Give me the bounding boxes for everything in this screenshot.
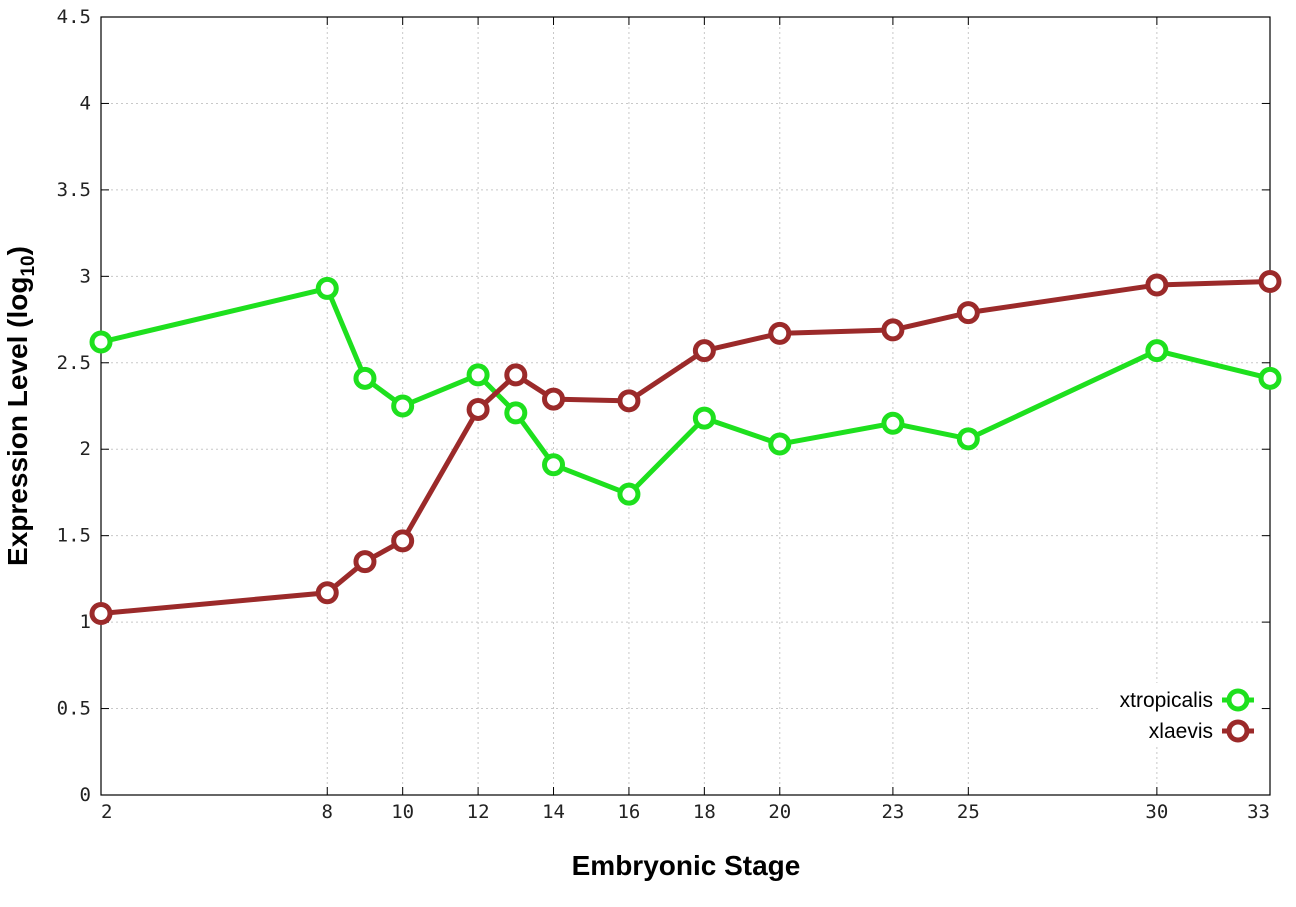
data-point [692,339,716,363]
x-tick-label: 30 [1145,801,1168,823]
data-point [768,432,792,456]
y-axis-title-main: Expression Level (log [2,277,33,566]
x-tick-label: 33 [1247,801,1270,823]
series-xlaevis [89,270,1282,625]
y-axis-title-close: ) [2,246,33,255]
legend-label-xtropicalis: xtropicalis [1120,689,1213,712]
series-line-xtropicalis [100,285,1271,497]
data-point [504,401,528,425]
data-point [315,581,339,605]
x-tick-label: 14 [542,801,565,823]
data-point [353,366,377,390]
data-point [956,301,980,325]
legend-swatch-marker [1226,719,1250,743]
data-point [542,453,566,477]
x-tick-label: 23 [881,801,904,823]
x-tick-label: 16 [617,801,640,823]
x-tick-label: 25 [957,801,980,823]
data-point [881,318,905,342]
data-point [466,363,490,387]
data-point [692,406,716,430]
x-tick-label: 18 [693,801,716,823]
data-point [542,387,566,411]
data-point [768,321,792,345]
series-line-xlaevis [100,279,1271,616]
y-tick-label: 0.5 [57,698,91,720]
x-tick-label: 2 [101,801,112,823]
y-tick-label: 4 [80,92,91,114]
x-tick-label: 12 [467,801,490,823]
data-point [89,330,113,354]
data-point [391,394,415,418]
data-point [315,276,339,300]
legend: xtropicalis xlaevis [1098,683,1258,745]
data-point [504,363,528,387]
data-point [1258,366,1282,390]
y-tick-label: 1.5 [57,525,91,547]
plot-frame [100,16,1271,796]
legend-label-xlaevis: xlaevis [1149,720,1213,743]
data-point [1258,270,1282,294]
y-tick-label: 3.5 [57,179,91,201]
y-axis-title: Expression Level (log10) [2,246,39,566]
data-point [617,389,641,413]
data-point [1145,339,1169,363]
data-point [956,427,980,451]
data-point [466,397,490,421]
data-point [391,529,415,553]
data-point [353,550,377,574]
y-tick-label: 3 [80,265,91,287]
data-point [89,601,113,625]
data-point [617,482,641,506]
y-tick-label: 2 [80,438,91,460]
grid [101,17,1270,795]
y-axis-title-subscript: 10 [18,255,39,276]
x-tick-label: 10 [391,801,414,823]
y-tick-label: 1 [80,611,91,633]
legend-swatch-marker [1226,688,1250,712]
y-tick-label: 4.5 [57,6,91,28]
x-tick-label: 8 [322,801,333,823]
data-point [881,411,905,435]
y-tick-label: 2.5 [57,352,91,374]
data-point [1145,273,1169,297]
x-tick-label: 20 [768,801,791,823]
x-axis-title: Embryonic Stage [572,850,801,881]
series-xtropicalis [89,276,1282,506]
series-layer [89,270,1282,625]
y-tick-label: 0 [80,784,91,806]
axis-ticks: 0 0.5 1 1.5 2 2.5 3 3.5 4 4.5 2 8 10 12 14 16 18 20 23 25 30… [57,6,1271,823]
